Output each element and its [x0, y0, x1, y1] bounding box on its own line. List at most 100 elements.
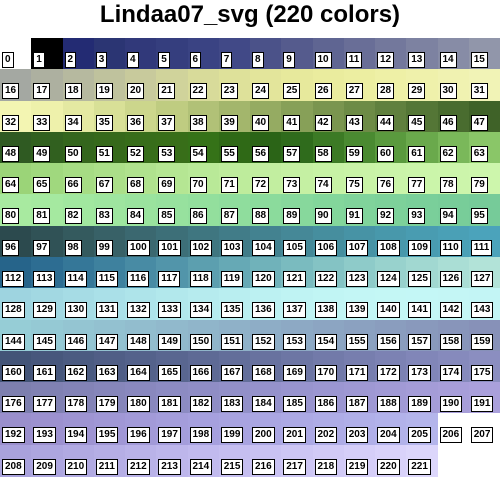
swatch-index-label: 35: [95, 114, 113, 131]
swatch-index-label: 123: [345, 271, 369, 287]
swatch-index-label: 48: [2, 145, 20, 162]
swatch-index-label: 116: [127, 271, 150, 287]
color-swatch: 77: [406, 163, 439, 196]
swatch-index-label: 139: [345, 302, 369, 319]
color-swatch: 117: [156, 257, 189, 289]
swatch-index-label: 113: [33, 271, 56, 287]
color-swatch: 38: [187, 100, 220, 133]
color-swatch: [437, 444, 470, 477]
swatch-index-label: 86: [189, 208, 207, 225]
swatch-index-label: 193: [33, 427, 56, 444]
swatch-index-label: 61: [408, 145, 426, 162]
color-swatch: 184: [250, 382, 282, 415]
swatch-index-label: 168: [252, 364, 275, 381]
color-swatch: 131: [93, 288, 126, 321]
swatch-index-label: 11: [345, 52, 363, 68]
color-swatch: 11: [343, 38, 376, 70]
swatch-index-label: 43: [345, 114, 363, 131]
swatch-index-label: 21: [158, 83, 176, 100]
color-swatch: 158: [437, 319, 470, 352]
color-swatch: 55: [218, 131, 251, 164]
color-swatch: 134: [187, 288, 220, 321]
swatch-index-label: 112: [2, 271, 25, 287]
swatch-index-label: 148: [127, 333, 150, 350]
color-swatch: 104: [250, 225, 282, 258]
color-swatch: 66: [62, 163, 95, 196]
swatch-index-label: 169: [283, 364, 306, 381]
color-swatch: 7: [218, 38, 251, 70]
color-swatch: 59: [343, 131, 376, 164]
swatch-index-label: 164: [127, 364, 150, 381]
color-swatch: 163: [93, 350, 126, 383]
color-swatch: 110: [437, 225, 470, 258]
swatch-index-label: 34: [64, 114, 82, 131]
swatch-index-label: 157: [408, 333, 431, 350]
color-swatch: 144: [0, 319, 32, 352]
swatch-index-label: 137: [283, 302, 306, 319]
color-swatch: 183: [218, 382, 251, 415]
swatch-index-label: 166: [189, 364, 213, 381]
swatch-index-label: 74: [314, 177, 332, 194]
swatch-index-label: 138: [314, 302, 338, 319]
color-swatch: 51: [93, 131, 126, 164]
color-swatch: 178: [62, 382, 95, 415]
swatch-index-label: 187: [345, 396, 369, 413]
color-swatch: 108: [375, 225, 407, 258]
color-swatch: 133: [156, 288, 189, 321]
color-swatch: 185: [281, 382, 314, 415]
color-swatch: 103: [218, 225, 251, 258]
swatch-index-label: 106: [314, 239, 338, 256]
swatch-index-label: 0: [2, 52, 14, 68]
swatch-index-label: 162: [64, 364, 88, 381]
color-swatch: 195: [93, 413, 126, 446]
color-swatch: 214: [187, 444, 220, 477]
color-swatch: 67: [93, 163, 126, 196]
swatch-index-label: 205: [408, 427, 431, 444]
swatch-index-label: 154: [314, 333, 338, 350]
swatch-index-label: 28: [377, 83, 395, 100]
color-swatch: 219: [343, 444, 376, 477]
color-swatch: 91: [343, 194, 376, 227]
color-swatch: 154: [312, 319, 345, 352]
color-swatch: 28: [375, 69, 407, 102]
swatch-index-label: 124: [377, 271, 400, 287]
color-swatch: 161: [31, 350, 64, 383]
swatch-index-label: 163: [95, 364, 119, 381]
color-swatch: 45: [406, 100, 439, 133]
swatch-index-label: 172: [377, 364, 400, 381]
color-swatch: 129: [31, 288, 64, 321]
color-swatch: 72: [250, 163, 282, 196]
swatch-index-label: 127: [470, 271, 494, 287]
color-swatch: 0: [0, 38, 32, 70]
swatch-index-label: 142: [439, 302, 463, 319]
color-swatch: 69: [156, 163, 189, 196]
color-swatch: 23: [218, 69, 251, 102]
color-swatch: 32: [0, 100, 32, 133]
swatch-index-label: 201: [283, 427, 306, 444]
color-swatch: 186: [312, 382, 345, 415]
swatch-index-label: 167: [220, 364, 244, 381]
swatch-index-label: 97: [33, 239, 51, 256]
color-swatch: 151: [218, 319, 251, 352]
color-swatch: 89: [281, 194, 314, 227]
swatch-index-label: 155: [345, 333, 369, 350]
color-swatch: 78: [437, 163, 470, 196]
swatch-index-label: 143: [470, 302, 494, 319]
swatch-index-label: 182: [189, 396, 213, 413]
swatch-index-label: 36: [127, 114, 145, 131]
color-swatch: 84: [125, 194, 157, 227]
swatch-index-label: 58: [314, 145, 332, 162]
color-swatch: 115: [93, 257, 126, 289]
color-swatch: 221: [406, 444, 439, 477]
color-swatch: 12: [375, 38, 407, 70]
swatch-index-label: 87: [220, 208, 238, 225]
swatch-index-label: 125: [408, 271, 431, 287]
color-swatch: 135: [218, 288, 251, 321]
swatch-index-label: 17: [33, 83, 51, 100]
swatch-index-label: 76: [377, 177, 395, 194]
swatch-index-label: 126: [439, 271, 463, 287]
color-swatch: 35: [93, 100, 126, 133]
swatch-index-label: 63: [470, 145, 488, 162]
color-swatch: 148: [125, 319, 157, 352]
swatch-index-label: 29: [408, 83, 426, 100]
